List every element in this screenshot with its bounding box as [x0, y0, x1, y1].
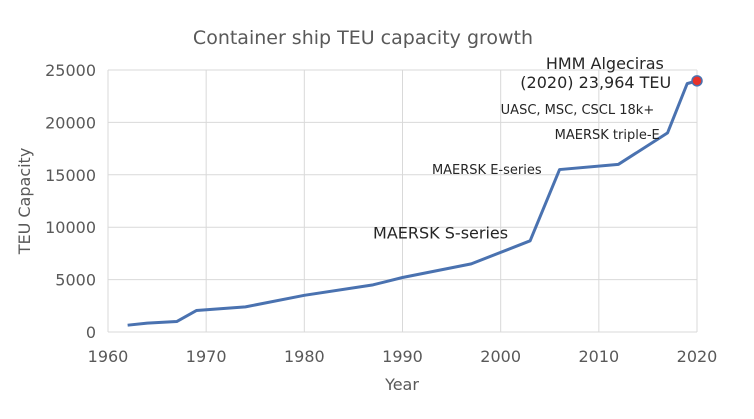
- y-tick-labels: 0 5000 10000 15000 20000 25000: [45, 61, 96, 342]
- annotation-label: MAERSK triple-E: [555, 128, 660, 143]
- x-tick-label: 2000: [480, 347, 521, 366]
- x-tick-label: 1960: [88, 347, 129, 366]
- annotation-label: MAERSK S-series: [373, 224, 508, 243]
- y-axis-label: TEU Capacity: [15, 148, 34, 256]
- annotation-label: (2020) 23,964 TEU: [520, 73, 671, 92]
- annotations: MAERSK S-series MAERSK E-series MAERSK tri…: [373, 54, 671, 243]
- x-tick-label: 1980: [284, 347, 325, 366]
- x-axis-label: Year: [384, 375, 419, 394]
- annotation-label: HMM Algeciras: [546, 54, 664, 73]
- y-tick-label: 5000: [55, 271, 96, 290]
- x-tick-label: 2010: [578, 347, 619, 366]
- x-tick-label: 1970: [186, 347, 227, 366]
- chart-title: Container ship TEU capacity growth: [193, 27, 533, 49]
- annotation-label: MAERSK E-series: [432, 163, 542, 178]
- y-tick-label: 25000: [45, 61, 96, 80]
- series-line: [127, 79, 698, 327]
- x-tick-labels: 1960 1970 1980 1990 2000 2010 2020: [88, 347, 718, 366]
- x-tick-label: 2020: [677, 347, 718, 366]
- annotation-label: UASC, MSC, CSCL 18k+: [501, 103, 655, 118]
- series: [127, 75, 703, 327]
- y-tick-label: 10000: [45, 218, 96, 237]
- y-tick-label: 15000: [45, 166, 96, 185]
- highlight-marker: [691, 75, 703, 87]
- y-tick-label: 0: [86, 323, 96, 342]
- x-tick-label: 1990: [382, 347, 423, 366]
- y-tick-label: 20000: [45, 113, 96, 132]
- grid: [107, 69, 698, 333]
